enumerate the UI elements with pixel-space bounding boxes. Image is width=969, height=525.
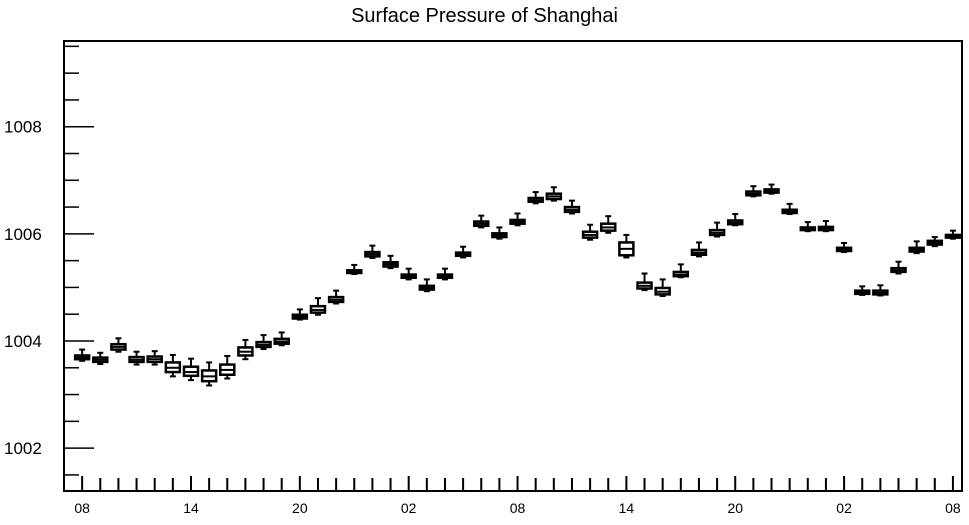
plot-frame [63, 40, 963, 492]
x-tick-label: 14 [619, 500, 635, 516]
y-tick-label: 1008 [4, 118, 42, 137]
y-tick-label: 1006 [4, 225, 42, 244]
x-tick-label: 08 [510, 500, 526, 516]
x-tick-label: 08 [74, 500, 90, 516]
x-tick-label: 02 [836, 500, 852, 516]
chart-title: Surface Pressure of Shanghai [351, 5, 618, 27]
x-tick-label: 20 [727, 500, 743, 516]
y-tick-label: 1002 [4, 439, 42, 458]
y-tick-label: 1004 [4, 332, 42, 351]
x-tick-label: 08 [945, 500, 961, 516]
x-tick-label: 20 [292, 500, 308, 516]
x-tick-label: 02 [401, 500, 417, 516]
x-tick-label: 14 [183, 500, 199, 516]
